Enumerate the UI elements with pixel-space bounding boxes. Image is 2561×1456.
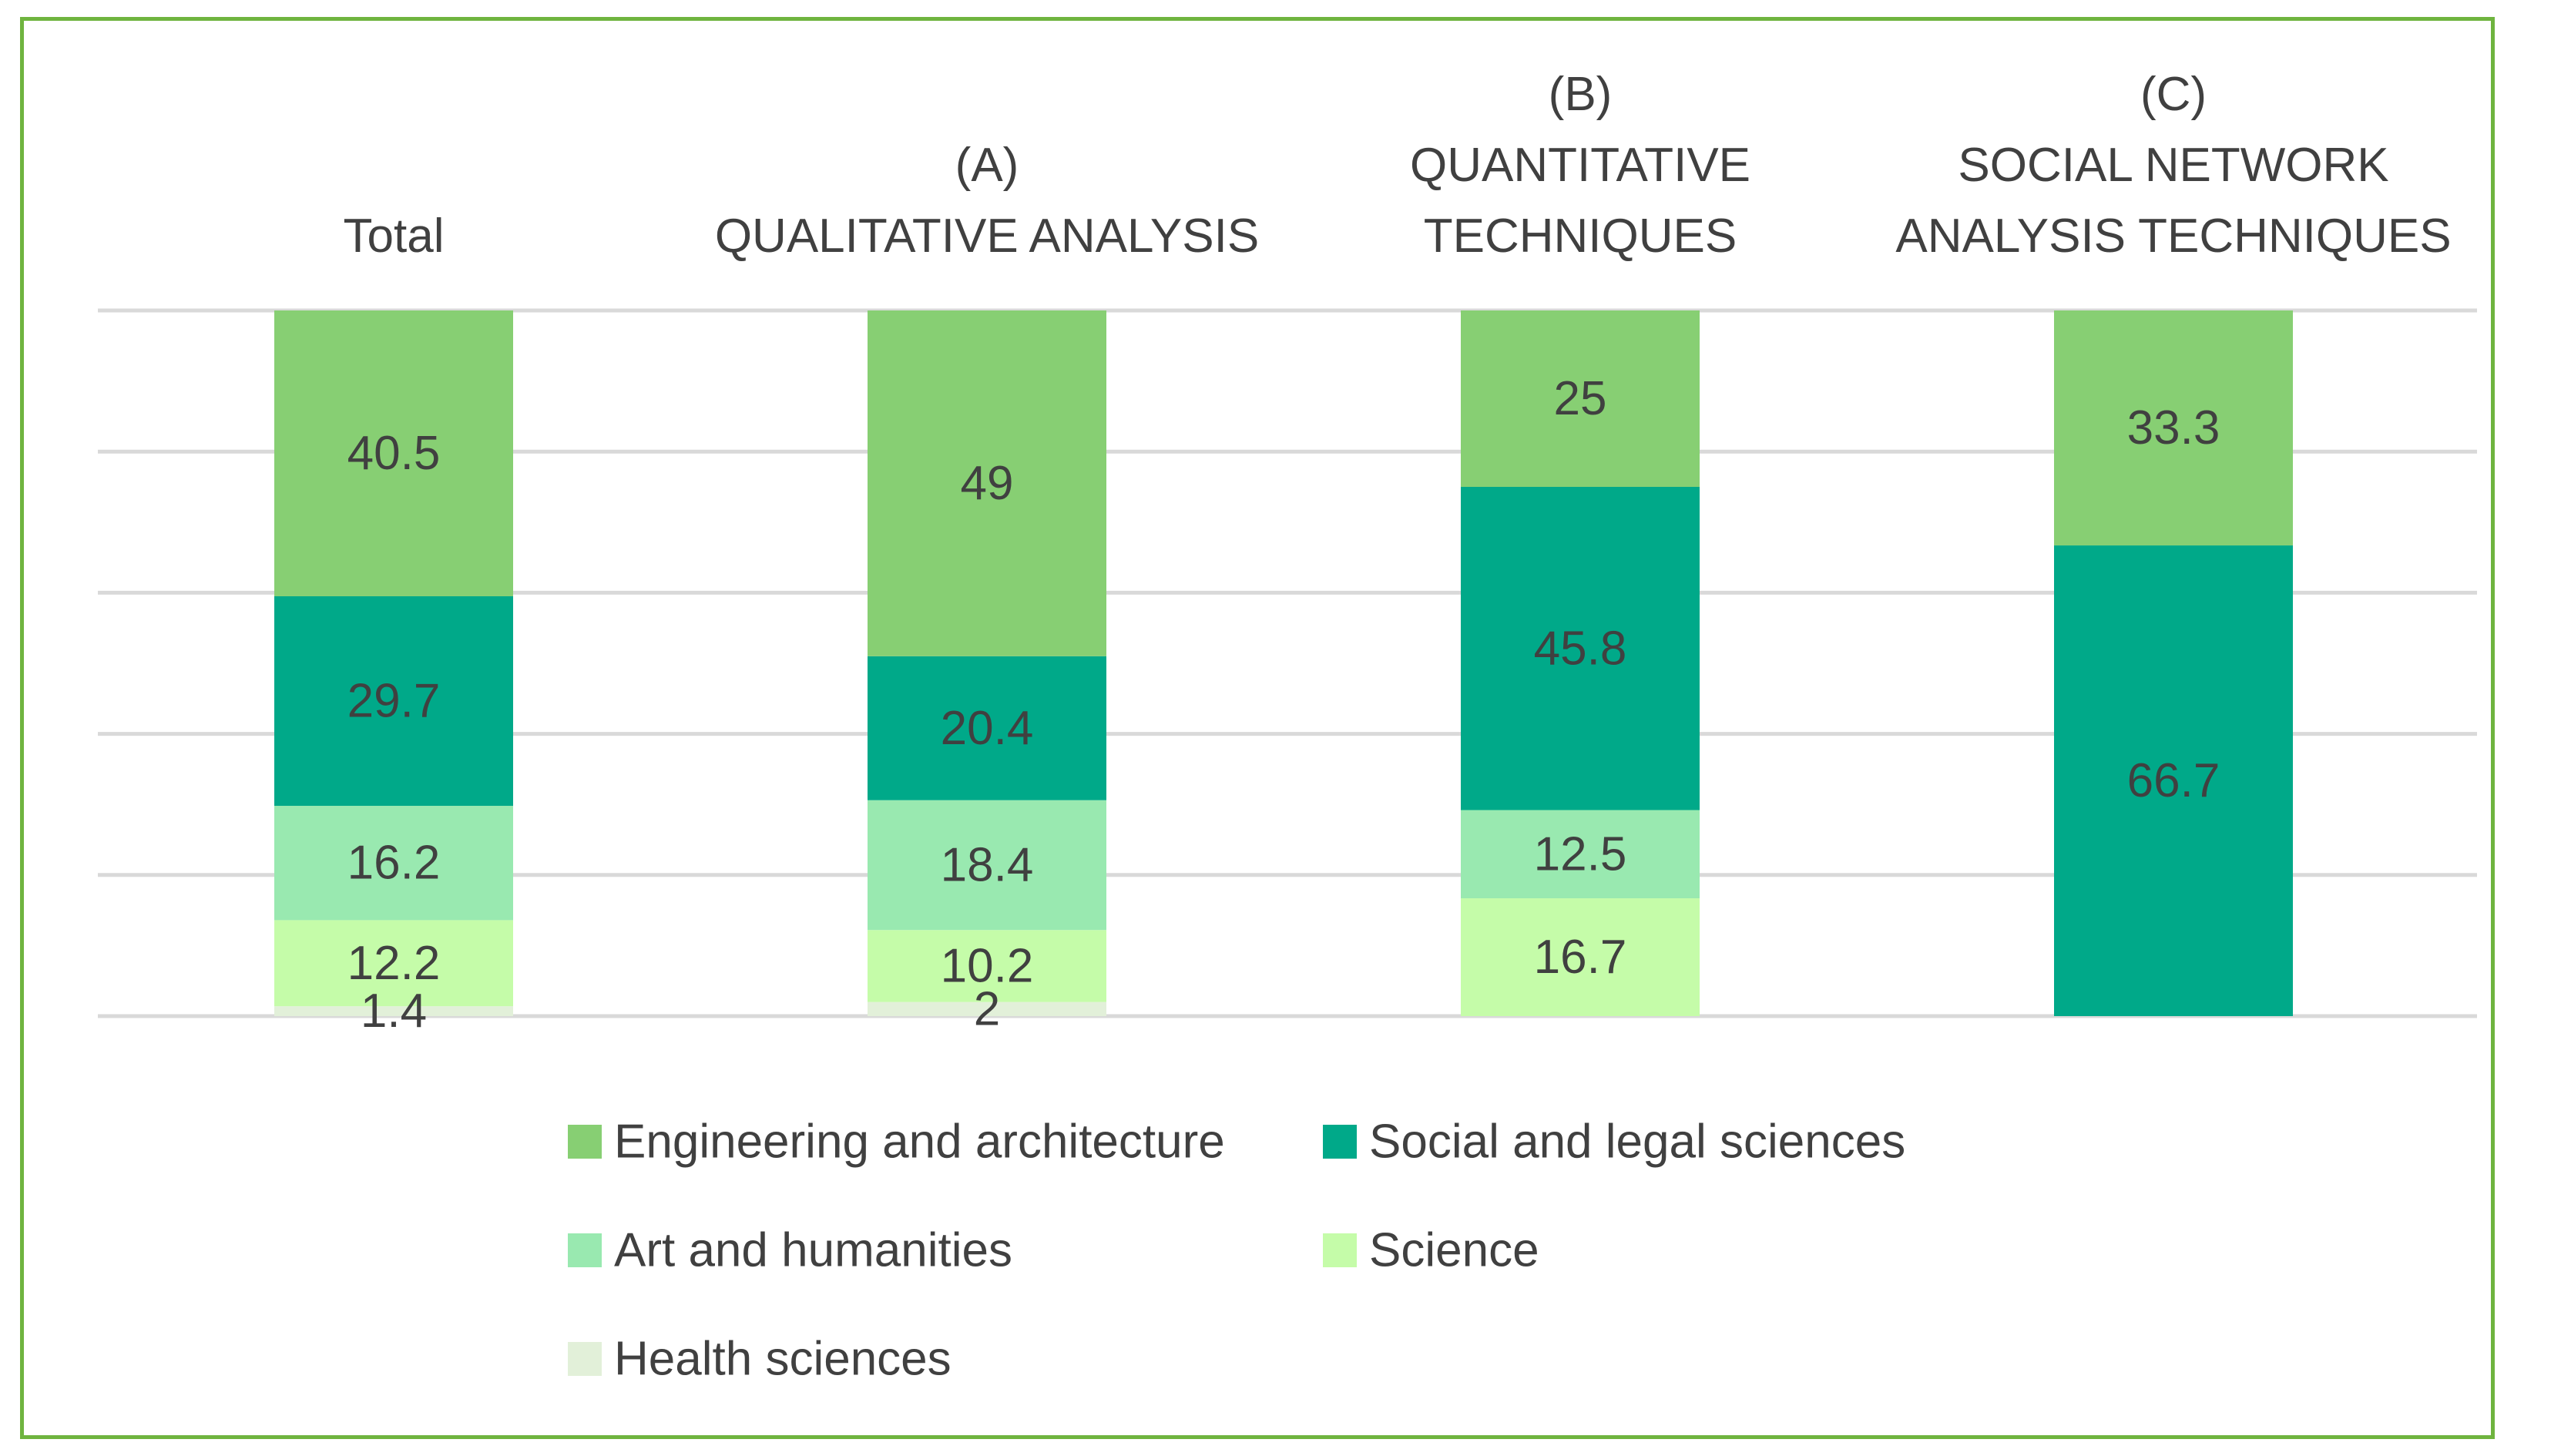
- category-label: (B): [1549, 68, 1613, 121]
- category-label: QUANTITATIVE: [1410, 139, 1750, 192]
- data-label: 1.4: [361, 985, 427, 1038]
- data-label: 2: [974, 982, 1000, 1035]
- category-labels: Total (A) QUALITATIVE ANALYSIS (B) QUANTITAT…: [344, 68, 2452, 263]
- legend-label: Engineering and architecture: [614, 1115, 1225, 1169]
- bar-segment: [868, 800, 1106, 931]
- category-label: SOCIAL NETWORK: [1958, 139, 2388, 192]
- data-label: 20.4: [941, 702, 1034, 755]
- legend-label: Health sciences: [614, 1333, 952, 1386]
- data-label: 49: [961, 457, 1014, 510]
- data-label: 16.2: [347, 837, 441, 890]
- category-label: QUALITATIVE ANALYSIS: [715, 210, 1259, 263]
- legend-label: Science: [1369, 1224, 1539, 1277]
- data-label: 29.7: [347, 675, 441, 728]
- stacked-bar-chart: Total (A) QUALITATIVE ANALYSIS (B) QUANTITAT…: [98, 68, 2477, 1386]
- bar-segment: [1461, 487, 1700, 810]
- bar-segment: [274, 920, 513, 1007]
- bars: [274, 310, 2293, 1016]
- data-labels: 1.412.2 16.2 29.7 40.5 210.2 18.4 20.4 49 16.7 12…: [347, 372, 2220, 1038]
- chart-frame: Total (A) QUALITATIVE ANALYSIS (B) QUANTITAT…: [20, 17, 2495, 1439]
- data-label: 10.2: [941, 939, 1034, 992]
- legend-swatch: [568, 1342, 602, 1376]
- data-label: 33.3: [2127, 401, 2220, 455]
- legend-swatch: [568, 1233, 602, 1267]
- legend-swatch: [1323, 1125, 1357, 1159]
- data-label: 18.4: [941, 838, 1034, 891]
- category-label: TECHNIQUES: [1424, 210, 1737, 263]
- data-label: 45.8: [1534, 622, 1627, 675]
- legend: Engineering and architecture Social and l…: [568, 1115, 1905, 1386]
- bar-segment: [274, 1006, 513, 1016]
- bar-segment: [868, 310, 1106, 656]
- legend-label: Art and humanities: [614, 1224, 1012, 1277]
- data-label: 16.7: [1534, 931, 1627, 984]
- bar-segment: [868, 1001, 1106, 1016]
- bar-segment: [2054, 310, 2293, 546]
- bar-segment: [274, 595, 513, 807]
- bar-segment: [1461, 898, 1700, 1016]
- legend-swatch: [568, 1125, 602, 1159]
- bar-segment: [868, 656, 1106, 800]
- bar-segment: [1461, 810, 1700, 899]
- bar-segment: [274, 806, 513, 921]
- bar-segment: [1461, 310, 1700, 487]
- data-label: 12.2: [347, 937, 441, 990]
- data-label: 12.5: [1534, 827, 1627, 881]
- category-label: (C): [2140, 68, 2207, 121]
- data-label: 40.5: [347, 427, 441, 480]
- bar-segment: [2054, 545, 2293, 1016]
- bar-segment: [274, 310, 513, 596]
- bar-segment: [868, 930, 1106, 1002]
- data-label: 66.7: [2127, 754, 2220, 807]
- category-label: Total: [344, 210, 445, 263]
- legend-label: Social and legal sciences: [1369, 1115, 1905, 1169]
- data-label: 25: [1554, 372, 1607, 425]
- category-label: (A): [955, 139, 1019, 192]
- category-label: ANALYSIS TECHNIQUES: [1895, 210, 2451, 263]
- legend-swatch: [1323, 1233, 1357, 1267]
